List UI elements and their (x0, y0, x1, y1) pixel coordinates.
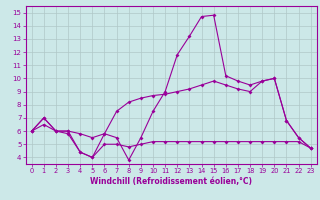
X-axis label: Windchill (Refroidissement éolien,°C): Windchill (Refroidissement éolien,°C) (90, 177, 252, 186)
